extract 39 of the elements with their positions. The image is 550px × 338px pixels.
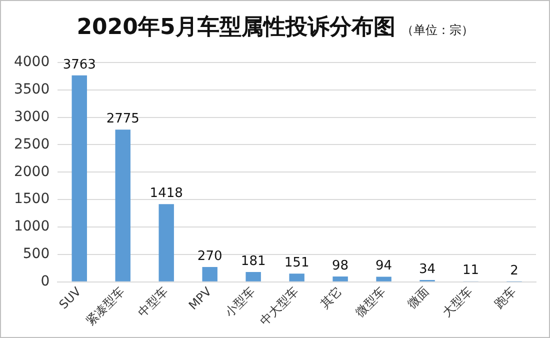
y-tick-label: 1000 [14,218,50,235]
x-tick-label: 微面 [404,284,432,312]
x-tick-label: 跑车 [492,284,519,312]
bar [246,272,261,282]
data-label: 181 [240,254,266,269]
x-tick-label: 大型车 [440,284,476,320]
x-tick-label: 小型车 [222,284,258,320]
bar [202,267,218,282]
data-label: 94 [376,258,392,274]
y-tick-label: 0 [40,274,50,290]
data-label: 34 [419,262,436,277]
y-tick-label: 2500 [14,136,50,152]
y-tick-label: 500 [22,246,50,262]
y-tick-label: 3000 [14,108,50,125]
y-tick-label: 1500 [14,191,50,208]
x-tick-label: 其它 [318,284,345,312]
data-label: 3763 [62,57,96,72]
data-label: 151 [284,255,310,270]
bar [72,75,87,282]
y-tick-label: 2000 [14,164,50,180]
data-label: 98 [332,258,349,274]
x-tick-label: 中大型车 [257,284,302,328]
chart-title: 2020年5月车型属性投诉分布图 [76,15,396,40]
data-label: 11 [462,263,480,278]
bar [376,276,392,282]
y-tick-label: 4000 [14,54,50,70]
bar [289,274,304,282]
bar [158,204,174,282]
x-tick-label: 微型车 [352,284,388,320]
data-label: 1418 [150,186,183,201]
y-tick-label: 3500 [14,81,50,98]
bar [115,130,130,282]
data-label: 2 [510,264,518,279]
x-tick-label: 紧凑型车 [83,284,128,328]
x-tick-label: 中型车 [135,284,171,320]
chart-subtitle: （单位：宗） [401,23,474,37]
bar [332,276,348,282]
data-label: 2775 [106,111,140,126]
data-label: 270 [197,248,222,264]
